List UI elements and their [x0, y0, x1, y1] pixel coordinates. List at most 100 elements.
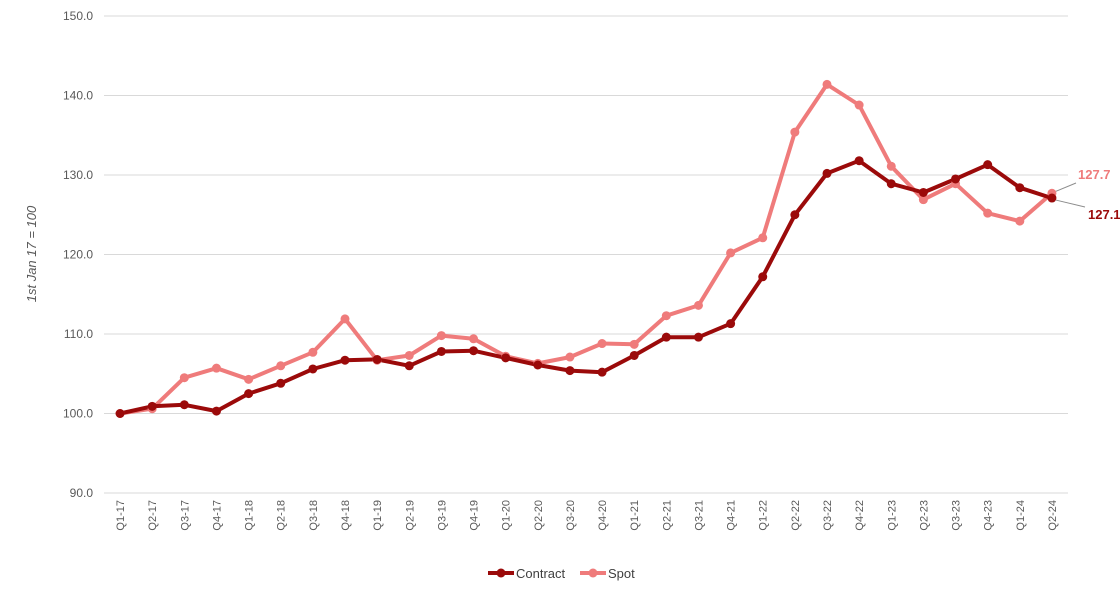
- data-point-contract: [565, 366, 575, 376]
- legend-item-contract[interactable]: Contract: [488, 566, 566, 581]
- data-point-contract: [758, 272, 768, 282]
- x-tick-label: Q4-17: [211, 500, 223, 531]
- data-point-spot: [726, 248, 736, 258]
- data-point-contract: [276, 378, 286, 388]
- data-point-contract: [983, 160, 993, 170]
- data-point-contract: [629, 350, 639, 360]
- x-tick-label: Q1-18: [244, 500, 256, 531]
- legend[interactable]: Contract Spot: [488, 566, 635, 581]
- x-tick-label: Q4-23: [983, 500, 995, 531]
- x-tick-label: Q2-24: [1047, 500, 1059, 531]
- x-tick-label: Q2-23: [918, 500, 930, 531]
- data-point-spot: [565, 352, 575, 362]
- data-point-spot: [211, 363, 221, 373]
- x-tick-label: Q2-20: [533, 500, 545, 531]
- x-tick-label: Q3-18: [308, 500, 320, 531]
- y-tick-label: 100.0: [63, 407, 93, 421]
- y-tick-label: 120.0: [63, 248, 93, 262]
- data-point-contract: [179, 400, 189, 410]
- data-point-contract: [790, 210, 800, 220]
- x-tick-label: Q4-20: [597, 500, 609, 531]
- data-point-contract: [661, 332, 671, 342]
- data-point-spot: [597, 339, 607, 349]
- data-point-contract: [597, 367, 607, 377]
- data-point-contract: [854, 156, 864, 166]
- data-point-contract: [115, 409, 125, 418]
- data-point-contract: [340, 355, 350, 365]
- x-tick-label: Q1-23: [886, 500, 898, 531]
- data-point-contract: [211, 406, 221, 416]
- data-point-spot: [340, 314, 350, 324]
- x-tick-label: Q1-20: [501, 500, 513, 531]
- data-point-contract: [147, 401, 157, 411]
- data-point-contract: [726, 319, 736, 329]
- data-point-spot: [179, 373, 189, 383]
- leader-line-spot: [1055, 182, 1077, 192]
- data-point-contract: [886, 179, 896, 189]
- x-tick-label: Q3-19: [436, 500, 448, 531]
- legend-label: Contract: [516, 566, 566, 581]
- x-tick-label: Q2-18: [276, 500, 288, 531]
- x-tick-label: Q1-19: [372, 500, 384, 531]
- data-point-spot: [854, 100, 864, 110]
- data-point-spot: [436, 331, 446, 341]
- y-tick-label: 110.0: [64, 327, 93, 341]
- data-point-spot: [693, 300, 703, 310]
- x-tick-label: Q2-19: [404, 500, 416, 531]
- series-lines: [118, 82, 1054, 416]
- data-point-spot: [790, 127, 800, 137]
- leader-line-contract: [1055, 199, 1086, 208]
- data-point-spot: [629, 339, 639, 349]
- data-point-contract: [693, 332, 703, 342]
- data-point-contract: [436, 346, 446, 356]
- data-point-spot: [886, 161, 896, 171]
- x-tick-label: Q4-18: [340, 500, 352, 531]
- x-tick-label: Q1-17: [115, 500, 127, 531]
- data-point-spot: [1015, 216, 1025, 226]
- x-axis-ticks: Q1-17 Q2-17 Q3-17 Q4-17 Q1-18 Q2-18 Q3-18 Q4-18…: [115, 500, 1059, 531]
- data-point-contract: [469, 346, 479, 356]
- x-tick-label: Q2-17: [147, 500, 159, 531]
- x-tick-label: Q2-22: [790, 500, 802, 531]
- data-point-contract: [501, 353, 511, 363]
- data-point-spot: [983, 208, 993, 218]
- y-tick-label: 130.0: [63, 168, 93, 182]
- x-tick-label: Q1-21: [629, 500, 641, 531]
- end-label-contract: 127.1: [1088, 207, 1120, 222]
- y-axis-label: 1st Jan 17 = 100: [24, 205, 39, 302]
- x-tick-label: Q4-22: [854, 500, 866, 531]
- data-point-spot: [822, 79, 832, 89]
- x-tick-label: Q4-21: [726, 500, 738, 531]
- data-point-spot: [469, 334, 479, 344]
- x-tick-label: Q2-21: [661, 500, 673, 531]
- legend-swatch-marker: [588, 568, 598, 578]
- series-line-spot: [118, 82, 1054, 416]
- data-point-contract: [918, 187, 928, 197]
- data-point-contract: [244, 389, 254, 399]
- data-point-spot: [661, 311, 671, 321]
- series-line-contract: [118, 158, 1054, 416]
- data-point-contract: [404, 361, 414, 371]
- data-point-contract: [951, 174, 961, 184]
- legend-label: Spot: [608, 566, 635, 581]
- x-tick-label: Q3-20: [565, 500, 577, 531]
- end-label-spot: 127.7: [1078, 167, 1111, 182]
- data-point-contract: [372, 354, 382, 364]
- data-point-spot: [758, 233, 768, 243]
- legend-item-spot[interactable]: Spot: [580, 566, 635, 581]
- x-tick-label: Q1-24: [1015, 500, 1027, 531]
- x-tick-label: Q4-19: [469, 500, 481, 531]
- data-point-contract: [533, 360, 543, 370]
- data-point-contract: [1047, 193, 1057, 203]
- y-tick-label: 90.0: [70, 486, 94, 500]
- data-point-contract: [1015, 183, 1025, 193]
- end-labels: 127.7 127.1: [1055, 167, 1120, 222]
- series-points: [115, 79, 1057, 418]
- x-tick-label: Q3-21: [693, 500, 705, 531]
- data-point-spot: [308, 347, 318, 357]
- y-axis-ticks: 90.0 100.0 110.0 120.0 130.0 140.0 150.0: [63, 9, 93, 500]
- y-tick-label: 140.0: [63, 89, 93, 103]
- data-point-contract: [822, 168, 832, 178]
- x-tick-label: Q3-22: [822, 500, 834, 531]
